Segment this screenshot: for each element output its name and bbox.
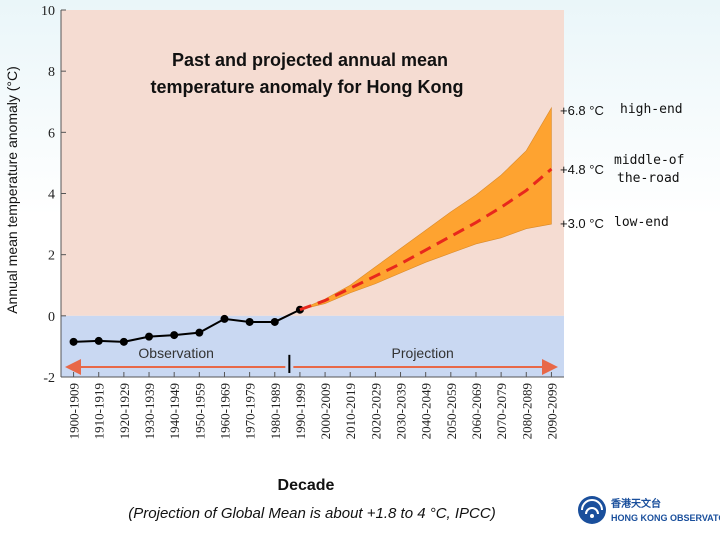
y-tick-labels: -2 0 2 4 6 8 10	[41, 4, 66, 386]
annotation-high-scenario: high-end	[620, 102, 683, 117]
logo-name-english: HONG KONG OBSERVATORY	[611, 513, 720, 523]
annotation-mid-scenario-line-2: the-road	[617, 171, 680, 186]
x-tick-label: 1930-1939	[142, 383, 157, 439]
x-tick-label: 2040-2049	[419, 383, 434, 439]
projection-range-band	[299, 106, 552, 311]
x-tick-label: 1970-1979	[243, 383, 258, 439]
y-tick-label: 8	[48, 65, 55, 80]
observation-point	[220, 314, 229, 323]
annotation-high-value: +6.8 °C	[560, 103, 604, 118]
observation-markers	[69, 305, 304, 346]
x-axis-label: Decade	[278, 477, 335, 494]
annotation-low-value: +3.0 °C	[560, 216, 604, 231]
x-tick-label: 2070-2079	[494, 383, 509, 439]
annotation-low-scenario: low-end	[614, 215, 669, 230]
projection-label: Projection	[392, 345, 454, 361]
y-tick-label: -2	[43, 371, 55, 386]
observation-point	[119, 337, 128, 346]
y-tick-label: 6	[48, 126, 55, 141]
x-tick-label: 1990-1999	[293, 383, 308, 439]
annotation-mid-value: +4.8 °C	[560, 162, 604, 177]
y-axis-label: Annual mean temperature anomaly (°C)	[4, 66, 20, 314]
x-tick-label: 2000-2009	[318, 383, 333, 439]
observatory-emblem-icon	[578, 496, 606, 524]
chart-title-line-1: Past and projected annual mean	[172, 50, 448, 70]
observation-point	[145, 332, 154, 341]
x-tick-label: 1910-1919	[92, 383, 107, 439]
observation-point	[94, 336, 103, 345]
x-tick-label: 1940-1949	[167, 383, 182, 439]
chart-title-line-2: temperature anomaly for Hong Kong	[150, 77, 463, 97]
x-tick-label: 1980-1989	[268, 383, 283, 439]
observation-point	[270, 317, 279, 326]
x-tick-label: 2030-2039	[394, 383, 409, 439]
observation-line	[73, 308, 301, 343]
x-tick-label: 2080-2089	[519, 383, 534, 439]
x-tick-label: 1950-1959	[192, 383, 207, 439]
annotation-mid-scenario-line-1: middle-of	[614, 153, 684, 168]
observation-label: Observation	[138, 345, 213, 361]
warm-zone-background	[61, 10, 564, 316]
observation-point	[69, 337, 78, 346]
x-tick-label: 2010-2019	[343, 383, 358, 439]
y-tick-label: 4	[48, 188, 55, 203]
x-tick-label: 1900-1909	[67, 383, 82, 439]
hong-kong-observatory-logo: 香港天文台 HONG KONG OBSERVATORY	[578, 496, 720, 524]
x-tick-label: 2050-2059	[444, 383, 459, 439]
x-tick-label: 2020-2029	[368, 383, 383, 439]
observation-point	[245, 317, 254, 326]
y-tick-label: 2	[48, 249, 55, 264]
x-tick-labels: 1900-1909 1910-1919 1920-1929 1930-1939 1940…	[67, 372, 559, 439]
x-tick-label: 1960-1969	[217, 383, 232, 439]
y-tick-label: 10	[41, 4, 55, 19]
x-tick-label: 1920-1929	[117, 383, 132, 439]
projection-line	[299, 167, 553, 312]
footnote: (Projection of Global Mean is about +1.8…	[128, 505, 495, 522]
x-tick-label: 2060-2069	[469, 383, 484, 439]
observation-point	[170, 331, 179, 340]
logo-name-chinese: 香港天文台	[611, 497, 661, 510]
x-tick-label: 2090-2099	[544, 383, 559, 439]
x-tick-area-background	[61, 377, 564, 470]
observation-point	[195, 328, 204, 337]
y-tick-label: 0	[48, 310, 55, 325]
